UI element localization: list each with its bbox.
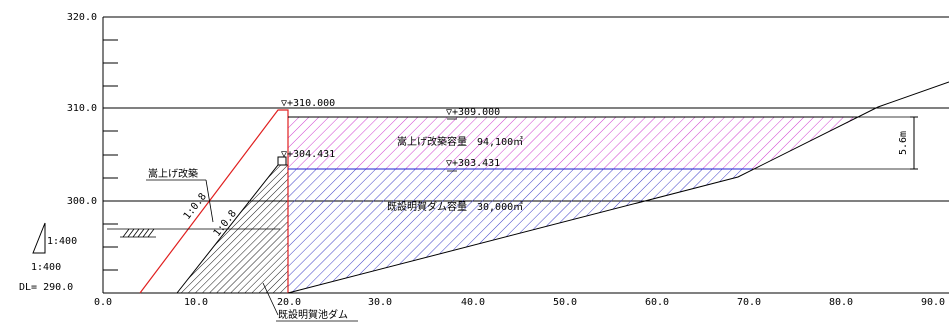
y-tick-320: 320.0 xyxy=(67,12,97,23)
raised-dam-outline xyxy=(139,109,289,294)
scale-label-side: 1:400 xyxy=(47,236,77,247)
dam-label-leader xyxy=(262,282,279,316)
height-dimension-label: 5.6m xyxy=(898,131,909,155)
datum-label: DL= 290.0 xyxy=(19,282,73,293)
existing-crest-box xyxy=(277,156,287,166)
raised-capacity-label: 嵩上げ改築容量 94,100㎥ xyxy=(397,135,523,148)
x-tick-30: 30.0 xyxy=(368,297,392,308)
x-tick-80: 80.0 xyxy=(829,297,853,308)
reservoir-bed-line xyxy=(287,81,949,294)
dam-name-label: 既設明賀池ダム xyxy=(278,308,348,321)
raise-label-leader xyxy=(205,179,214,223)
crest-raised-label: ▽+310.000 xyxy=(281,98,335,109)
x-tick-0: 0.0 xyxy=(94,297,112,308)
x-tick-70: 70.0 xyxy=(737,297,761,308)
ground-hatch xyxy=(120,228,156,238)
raise-label: 嵩上げ改築 xyxy=(148,167,198,180)
y-tick-310: 310.0 xyxy=(67,103,97,114)
x-tick-50: 50.0 xyxy=(553,297,577,308)
y-tick-300: 300.0 xyxy=(67,196,97,207)
water-existing-label: ▽+303.431 xyxy=(446,158,500,169)
existing-capacity-label: 既設明賀ダム容量 30,000㎥ xyxy=(387,200,523,213)
x-tick-20: 20.0 xyxy=(277,297,301,308)
y-minor-ticks xyxy=(103,39,118,271)
existing-capacity-area xyxy=(288,169,752,293)
x-tick-90: 90.0 xyxy=(921,297,945,308)
scale-triangle xyxy=(32,222,46,254)
raised-capacity-area xyxy=(288,117,860,169)
x-tick-60: 60.0 xyxy=(645,297,669,308)
scale-label-bottom: 1:400 xyxy=(31,262,61,273)
x-tick-10: 10.0 xyxy=(184,297,208,308)
crest-existing-label: ▽+304.431 xyxy=(281,149,335,160)
x-tick-40: 40.0 xyxy=(461,297,485,308)
water-raised-label: ▽+309.000 xyxy=(446,107,500,118)
